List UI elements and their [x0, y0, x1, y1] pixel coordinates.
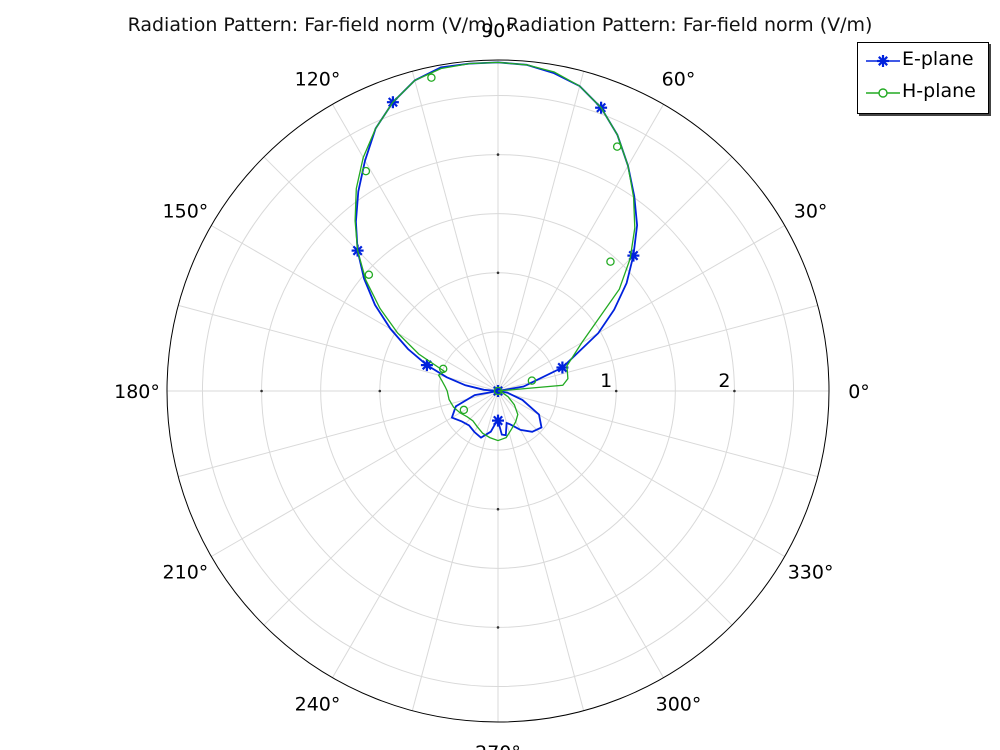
angle-label-300: 300°: [656, 694, 702, 716]
angle-label-60: 60°: [662, 68, 696, 90]
spoke-150: [211, 225, 499, 392]
outer-ring: [166, 59, 830, 723]
legend-label-h-plane: H-plane: [902, 80, 976, 102]
angle-label-330: 330°: [788, 562, 834, 584]
angle-label-30: 30°: [794, 201, 828, 223]
spoke-195: [178, 390, 499, 478]
spoke-255: [411, 390, 499, 711]
spoke-315: [497, 390, 733, 626]
title-right: Radiation Pattern: Far-field norm (V/m): [506, 14, 873, 36]
series-line-e-plane: [354, 61, 639, 439]
h-plane-marker: [364, 270, 374, 279]
angle-label-150: 150°: [163, 201, 209, 223]
h-plane-marker: [612, 142, 622, 151]
spoke-120: [332, 104, 499, 392]
ring-1.5: [320, 213, 676, 569]
h-plane-marker: [527, 376, 537, 385]
spoke-30: [497, 225, 785, 392]
angle-label-240: 240°: [295, 694, 341, 716]
axis-dot: [260, 389, 263, 393]
series-line-h-plane: [354, 61, 636, 442]
series-layer: [351, 61, 640, 442]
legend-item-e-plane: E-plane: [858, 45, 988, 75]
spoke-45: [497, 156, 733, 392]
spoke-15: [497, 304, 818, 392]
angle-label-180: 180°: [114, 381, 160, 403]
h-plane-marker: [606, 257, 615, 266]
spoke-330: [497, 390, 785, 557]
h-plane-marker: [427, 73, 436, 82]
spoke-105: [411, 71, 499, 392]
legend-item-h-plane: H-plane: [858, 77, 988, 107]
angle-label-90: 90°: [481, 20, 515, 42]
axis-dot: [733, 389, 736, 393]
ring-0.5: [438, 331, 558, 451]
angle-label-270: 270°: [475, 742, 521, 750]
h-plane-marker: [438, 364, 448, 374]
spoke-60: [497, 104, 664, 392]
e-plane-marker: [492, 414, 504, 427]
axis-dot: [496, 153, 500, 156]
axis-dot: [496, 507, 500, 511]
ring-2.5: [201, 94, 795, 688]
spoke-210: [211, 390, 499, 557]
title-left: Radiation Pattern: Far-field norm (V/m): [127, 14, 494, 36]
spoke-240: [332, 390, 499, 678]
spoke-75: [497, 71, 585, 392]
legend-label-e-plane: E-plane: [902, 48, 974, 70]
spoke-225: [263, 390, 499, 626]
axis-dot: [496, 626, 500, 629]
legend: E-plane H-plane: [857, 42, 989, 114]
h-plane-marker: [459, 405, 469, 415]
axis-dot: [614, 389, 618, 393]
radial-label-1: 1: [600, 370, 612, 392]
angle-label-0: 0°: [848, 381, 870, 403]
tick-labels: 0° 30° 60° 90° 120° 150° 180° 210° 240° 270° 300° 3…: [114, 20, 870, 750]
spoke-285: [497, 390, 585, 711]
axis-dot: [496, 271, 500, 275]
radial-label-2: 2: [718, 370, 730, 392]
h-plane-marker: [361, 166, 371, 176]
angle-label-120: 120°: [295, 68, 341, 90]
e-plane-marker: [420, 359, 433, 372]
legend-line-h-plane: [866, 88, 900, 98]
spoke-300: [497, 390, 664, 678]
h-plane-marker: [493, 386, 503, 396]
spoke-345: [497, 390, 818, 478]
legend-line-e-plane: [866, 55, 900, 67]
chart-title-text: Radiation Pattern: Far-field norm (V/m) …: [0, 14, 1000, 36]
axis-dot: [378, 389, 382, 393]
spoke-135: [263, 156, 499, 392]
angle-label-210: 210°: [163, 562, 209, 584]
